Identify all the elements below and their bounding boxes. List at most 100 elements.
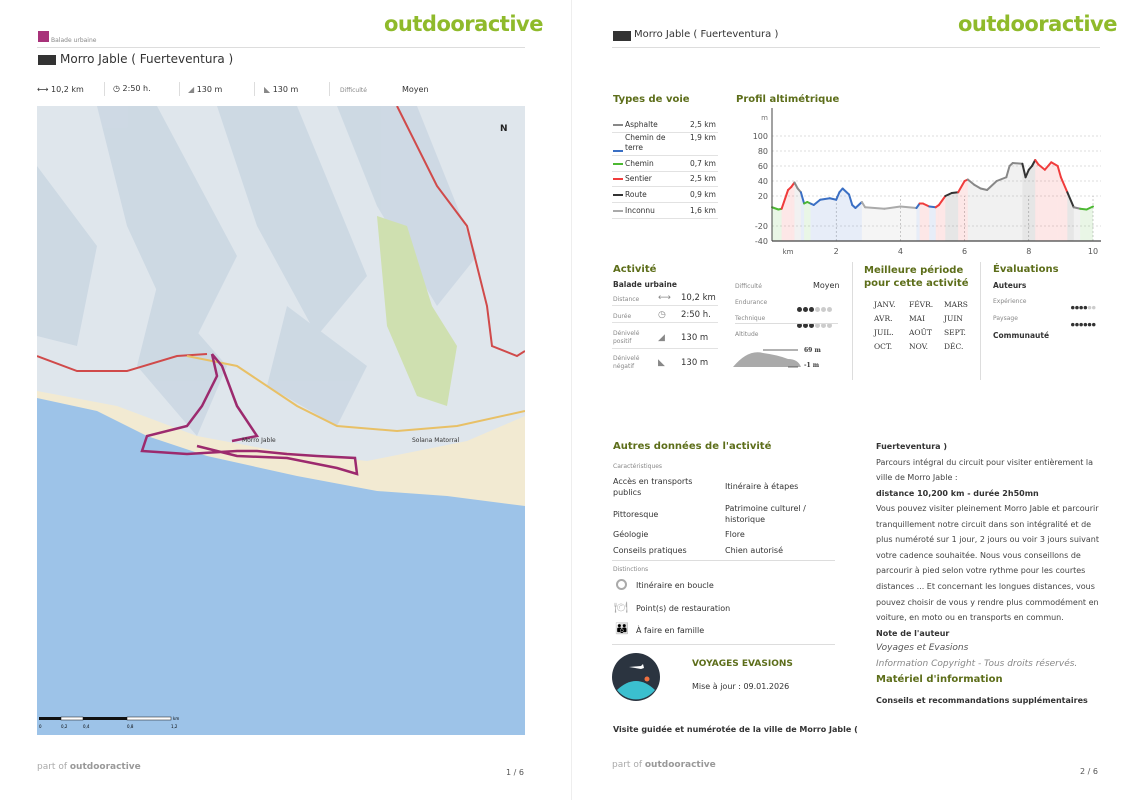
- author-name[interactable]: VOYAGES EVASIONS: [692, 659, 793, 669]
- activity-stat-value: 10,2 km: [681, 293, 716, 303]
- characteristic-item: Itinéraire à étapes: [725, 482, 799, 491]
- profile-segment: [973, 183, 982, 190]
- characteristic-item: Chien autorisé: [725, 546, 784, 555]
- stat-descent: ◣ 130 m: [264, 85, 299, 94]
- profile-fill: [1022, 163, 1026, 241]
- profile-fill: [1060, 177, 1068, 241]
- north-arrow-icon: N: [500, 124, 508, 134]
- profile-fill: [820, 198, 830, 241]
- rating-dot: [1071, 322, 1075, 327]
- characteristic-item: Conseils pratiques: [613, 546, 687, 555]
- profile-fill: [813, 199, 821, 241]
- characteristic-item: Pittoresque: [613, 510, 659, 519]
- rating-dot: [797, 307, 802, 312]
- way-type-swatch: [613, 163, 623, 165]
- y-tick-label: -20: [755, 222, 768, 231]
- altitude-graphic: [733, 349, 801, 368]
- rating-dot: [1083, 305, 1088, 310]
- rating-dot: [827, 307, 832, 312]
- rating-dot: [1075, 322, 1079, 327]
- rating-dot: [1092, 322, 1096, 327]
- profile-fill: [829, 198, 837, 241]
- profile-segment: [854, 201, 863, 209]
- difficulty-value: Moyen: [402, 85, 429, 94]
- activity-stat-icon: ◷: [658, 310, 666, 320]
- profile-fill: [804, 202, 808, 241]
- author-avatar[interactable]: [611, 652, 661, 702]
- brand-logo-2: outdooractive: [958, 12, 1117, 36]
- experience-rating: [1071, 299, 1096, 312]
- month-item: OCT.: [874, 342, 893, 351]
- profile-fill: [1032, 160, 1036, 241]
- description-intro: Visite guidée et numérotée de la ville d…: [613, 725, 858, 734]
- way-type-value: 2,5 km: [690, 120, 716, 129]
- way-type-item: Route: [613, 190, 678, 200]
- characteristic-item: Géologie: [613, 530, 649, 539]
- way-type-item: Inconnu: [613, 206, 678, 216]
- profile-segment: [937, 195, 947, 206]
- types-heading: Types de voie: [613, 94, 690, 105]
- profile-fill: [1080, 208, 1087, 241]
- profile-segment: [966, 178, 976, 186]
- profile-fill: [836, 192, 840, 241]
- profile-fill: [1038, 164, 1045, 241]
- profile-fill: [791, 182, 795, 241]
- profile-fill: [980, 188, 988, 241]
- profile-segment: [1043, 161, 1053, 171]
- activite-heading: Activité: [613, 264, 657, 275]
- page-title-2: Morro Jable ( Fuerteventura ): [634, 29, 779, 40]
- route-map[interactable]: Morro Jable Solana Matorral N 0 0,2 0,4 …: [37, 106, 525, 735]
- month-item: AOÛT: [909, 328, 932, 337]
- svg-text:0,8: 0,8: [127, 724, 134, 729]
- stat-duration: ◷ 2:50 h.: [113, 84, 151, 93]
- profile-segment: [928, 205, 937, 209]
- profile-segment: [1066, 191, 1075, 209]
- profile-segment: [944, 192, 953, 197]
- distinction-item: Itinéraire en boucle: [636, 581, 714, 590]
- footer-2: part of outdooractive: [612, 760, 716, 770]
- activity-type: Balade urbaine: [613, 280, 677, 289]
- profile-fill: [974, 184, 981, 241]
- way-type-swatch: [613, 150, 623, 152]
- y-tick-label: 60: [758, 162, 768, 171]
- profile-segment: [899, 205, 918, 209]
- profile-fill: [1012, 163, 1023, 241]
- place-label-2: Solana Matorral: [412, 437, 460, 444]
- way-type-value: 0,7 km: [690, 159, 716, 168]
- y-axis-label: m: [761, 114, 768, 122]
- profile-fill: [797, 188, 801, 241]
- activity-stat-icon: ◣: [658, 358, 665, 368]
- profile-fill: [788, 187, 792, 241]
- profile-segment: [1021, 162, 1027, 179]
- materiel-heading: Matériel d'information: [876, 674, 1003, 686]
- rating-dot: [803, 307, 808, 312]
- profile-fill: [987, 181, 997, 241]
- profile-fill: [1044, 162, 1052, 241]
- profile-segment: [848, 193, 854, 206]
- rating-dot: [1083, 322, 1088, 327]
- profile-fill: [884, 206, 901, 241]
- boundary-line: [37, 106, 525, 372]
- profile-segment: [819, 197, 831, 201]
- x-tick-label: 6: [962, 247, 967, 256]
- way-type-value: 2,5 km: [690, 174, 716, 183]
- brand-logo: outdooractive: [384, 12, 543, 36]
- profile-segment: [979, 187, 989, 191]
- profile-segment: [1085, 205, 1094, 211]
- category-icon: [38, 31, 49, 42]
- rating-dot: [1092, 305, 1096, 310]
- profile-segment: [864, 206, 886, 210]
- evaluations-heading: Évaluations: [993, 264, 1059, 275]
- title-badge: [613, 31, 631, 41]
- profile-fill: [967, 179, 975, 241]
- elevation-chart: 100 80 60 40 20 -20 -40 m 2 4 6 8 10 km: [753, 108, 1101, 256]
- rating-dot: [821, 323, 826, 328]
- profile-fill: [807, 202, 811, 241]
- profile-segment: [1011, 162, 1024, 165]
- terrain-shading: [37, 106, 477, 436]
- month-item: DÉC.: [944, 342, 964, 351]
- profile-segment: [860, 201, 867, 209]
- activity-stat-value: 2:50 h.: [681, 310, 711, 320]
- profile-fill: [852, 205, 856, 241]
- profile-segment: [883, 205, 902, 210]
